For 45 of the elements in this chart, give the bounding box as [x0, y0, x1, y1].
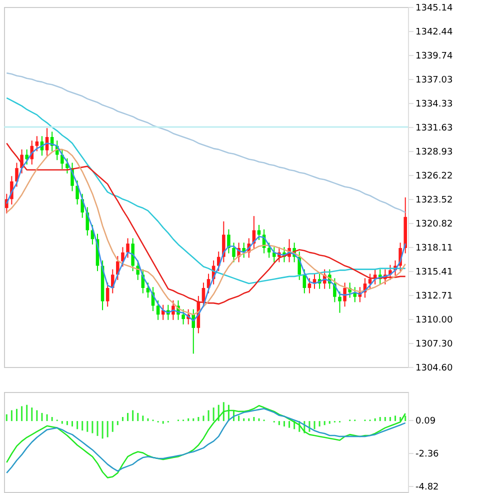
candlestick — [182, 308, 185, 325]
candlestick — [338, 291, 342, 314]
y-tick-label: 1326.22 — [416, 172, 453, 182]
candlestick — [25, 148, 28, 166]
candlestick — [80, 193, 84, 218]
candlestick — [126, 238, 130, 258]
y-tick-label: 1315.41 — [416, 268, 453, 278]
y-tick-label: 1345.14 — [416, 4, 453, 14]
candlestick — [308, 278, 312, 294]
candlestick — [15, 162, 18, 188]
candlestick — [368, 273, 372, 290]
candlestick — [146, 282, 150, 298]
y-tick-label: 1339.74 — [416, 51, 453, 62]
candlestick — [272, 246, 276, 263]
y-tick-label: 0.09 — [416, 416, 436, 426]
line-series — [6, 72, 406, 214]
candlestick — [343, 282, 346, 308]
y-tick-label: -4.82 — [416, 482, 439, 493]
y-tick-label: 1334.33 — [416, 99, 453, 110]
y-tick-label: 1328.93 — [416, 147, 453, 158]
y-tick-label: 1323.52 — [416, 195, 453, 206]
candlestick — [172, 300, 175, 320]
y-tick-label: 1310.00 — [416, 316, 453, 326]
candlestick — [131, 238, 134, 272]
y-tick-label: 1337.03 — [416, 76, 453, 86]
y-tick-label: 1331.63 — [416, 123, 453, 134]
candlestick — [267, 242, 271, 258]
candlestick — [192, 308, 196, 354]
y-tick-label: 1304.60 — [416, 364, 453, 374]
candlestick — [232, 242, 236, 263]
y-tick-label: -2.36 — [416, 449, 440, 460]
y-tick-label: 1307.30 — [416, 340, 453, 350]
candlestick — [257, 224, 261, 241]
y-tick-label: 1312.71 — [416, 291, 453, 302]
candlestick — [388, 264, 392, 280]
candlestick — [35, 136, 39, 152]
candlestick — [76, 180, 79, 205]
candlestick — [106, 282, 110, 308]
candlestick — [156, 300, 160, 320]
y-tick-label: 1320.82 — [416, 219, 453, 230]
candlestick — [227, 228, 230, 254]
y-tick-label: 1342.44 — [416, 27, 453, 38]
candlestick — [121, 246, 124, 268]
candlestick — [222, 220, 226, 263]
y-tick-label: 1318.11 — [416, 244, 453, 254]
